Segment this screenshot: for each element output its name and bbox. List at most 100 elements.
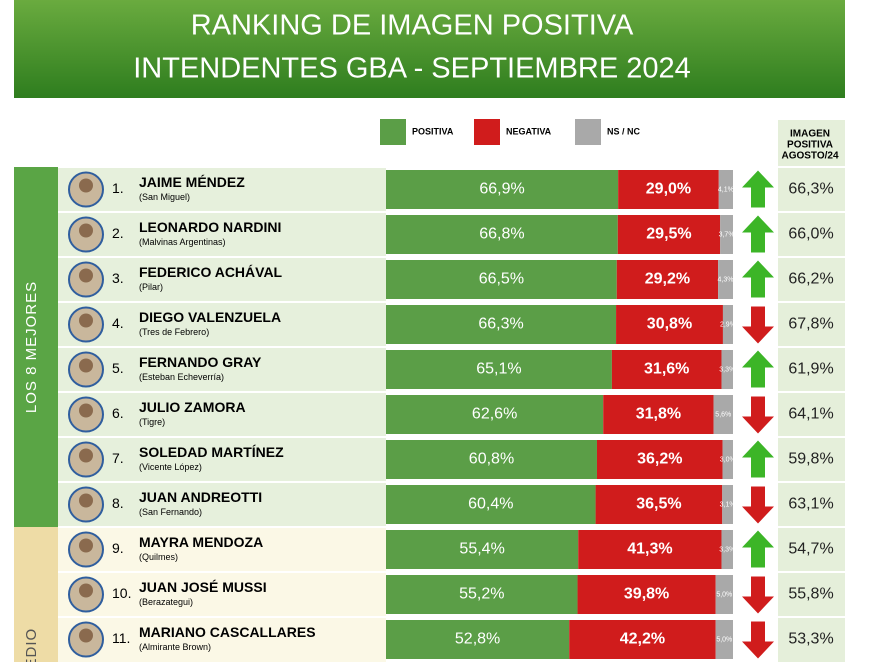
bar-segment — [386, 575, 578, 614]
previous-value: 66,3% — [788, 181, 833, 198]
value-label: 36,2% — [637, 451, 682, 468]
name: MAYRA MENDOZA — [139, 534, 263, 550]
location: (Esteban Echeverría) — [139, 372, 224, 382]
bar-segment — [722, 305, 733, 344]
value-label: 65,1% — [476, 361, 521, 378]
name: DIEGO VALENZUELA — [139, 309, 281, 325]
bar-segment — [386, 530, 579, 569]
previous-value: 66,2% — [788, 271, 833, 288]
name: JULIO ZAMORA — [139, 399, 246, 415]
previous-title: IMAGEN — [790, 129, 830, 140]
rank: 4. — [112, 315, 124, 331]
name: FERNANDO GRAY — [139, 354, 262, 370]
value-label: 3,1% — [720, 501, 736, 508]
avatar-head — [79, 628, 93, 643]
avatar-head — [79, 313, 93, 328]
trend-arrow — [742, 440, 774, 478]
value-label: 3,7% — [719, 231, 735, 238]
bar-segment — [386, 260, 617, 299]
legend-swatch — [474, 119, 500, 145]
trend-arrow — [742, 215, 774, 253]
rank: 10. — [112, 585, 131, 601]
bar-segment — [721, 530, 733, 569]
value-label: 5,6% — [715, 411, 731, 418]
previous-title: AGOSTO/24 — [781, 151, 838, 162]
previous-value: 54,7% — [788, 541, 833, 558]
value-label: 60,8% — [469, 451, 514, 468]
bar-segment — [386, 170, 619, 209]
name: JUAN ANDREOTTI — [139, 489, 262, 505]
bar-segment — [386, 440, 597, 479]
location: (San Fernando) — [139, 507, 202, 517]
rank: 1. — [112, 180, 124, 196]
avatar-head — [79, 358, 93, 373]
value-label: 66,3% — [478, 316, 523, 333]
bar-segment — [578, 530, 722, 569]
location: (Tres de Febrero) — [139, 327, 209, 337]
value-label: 60,4% — [468, 496, 513, 513]
value-label: 66,5% — [479, 271, 524, 288]
rank: 8. — [112, 495, 124, 511]
bar-segment — [718, 260, 733, 299]
value-label: 31,8% — [636, 406, 681, 423]
value-label: 4,1% — [718, 186, 734, 193]
rank: 11. — [112, 630, 130, 646]
rank: 7. — [112, 450, 124, 466]
bar-segment — [722, 440, 733, 479]
previous-value: 61,9% — [788, 361, 833, 378]
trend-arrow — [742, 396, 774, 434]
rank: 9. — [112, 540, 124, 556]
name: FEDERICO ACHÁVAL — [139, 264, 283, 280]
trend-arrow — [742, 576, 774, 614]
legend-label: NS / NC — [607, 126, 641, 136]
location: (Tigre) — [139, 417, 165, 427]
rank: 2. — [112, 225, 124, 241]
location: (Berazategui) — [139, 597, 193, 607]
legend-swatch — [380, 119, 406, 145]
previous-value: 55,8% — [788, 586, 833, 603]
bar-segment — [720, 215, 733, 254]
bar-segment — [611, 350, 722, 389]
bar-segment — [386, 215, 618, 254]
bar-segment — [386, 620, 570, 659]
previous-value: 66,0% — [788, 226, 833, 243]
bar-segment — [577, 575, 716, 614]
previous-value: 67,8% — [788, 316, 833, 333]
legend-swatch — [575, 119, 601, 145]
trend-arrow — [742, 486, 774, 524]
bar-segment — [713, 395, 733, 434]
value-label: 39,8% — [624, 586, 669, 603]
chart-title: INTENDENTES GBA - SEPTIEMBRE 2024 — [133, 53, 691, 85]
bar-segment — [569, 620, 716, 659]
bar-segment — [715, 620, 733, 659]
name: JAIME MÉNDEZ — [139, 174, 245, 190]
chart-title: RANKING DE IMAGEN POSITIVA — [191, 10, 634, 42]
location: (Vicente López) — [139, 462, 202, 472]
bar-segment — [722, 485, 733, 524]
value-label: 36,5% — [636, 496, 681, 513]
trend-arrow — [742, 306, 774, 344]
previous-value: 63,1% — [788, 496, 833, 513]
value-label: 42,2% — [620, 631, 665, 648]
bar-segment — [386, 395, 604, 434]
trend-arrow — [742, 350, 774, 388]
trend-arrow — [742, 260, 774, 298]
bar-segment — [386, 485, 596, 524]
avatar-head — [79, 493, 93, 508]
legend-label: POSITIVA — [412, 126, 454, 136]
value-label: 29,2% — [645, 271, 690, 288]
bar-segment — [721, 350, 733, 389]
name: MARIANO CASCALLARES — [139, 624, 316, 640]
bar-segment — [596, 440, 723, 479]
rank: 5. — [112, 360, 124, 376]
value-label: 62,6% — [472, 406, 517, 423]
bar-segment — [595, 485, 723, 524]
group-band — [14, 527, 58, 662]
bar-segment — [718, 170, 733, 209]
trend-arrow — [742, 530, 774, 568]
value-label: 29,0% — [646, 181, 691, 198]
name: SOLEDAD MARTÍNEZ — [139, 444, 284, 460]
value-label: 30,8% — [647, 316, 692, 333]
avatar-head — [79, 403, 93, 418]
value-label: 5,0% — [716, 591, 732, 598]
